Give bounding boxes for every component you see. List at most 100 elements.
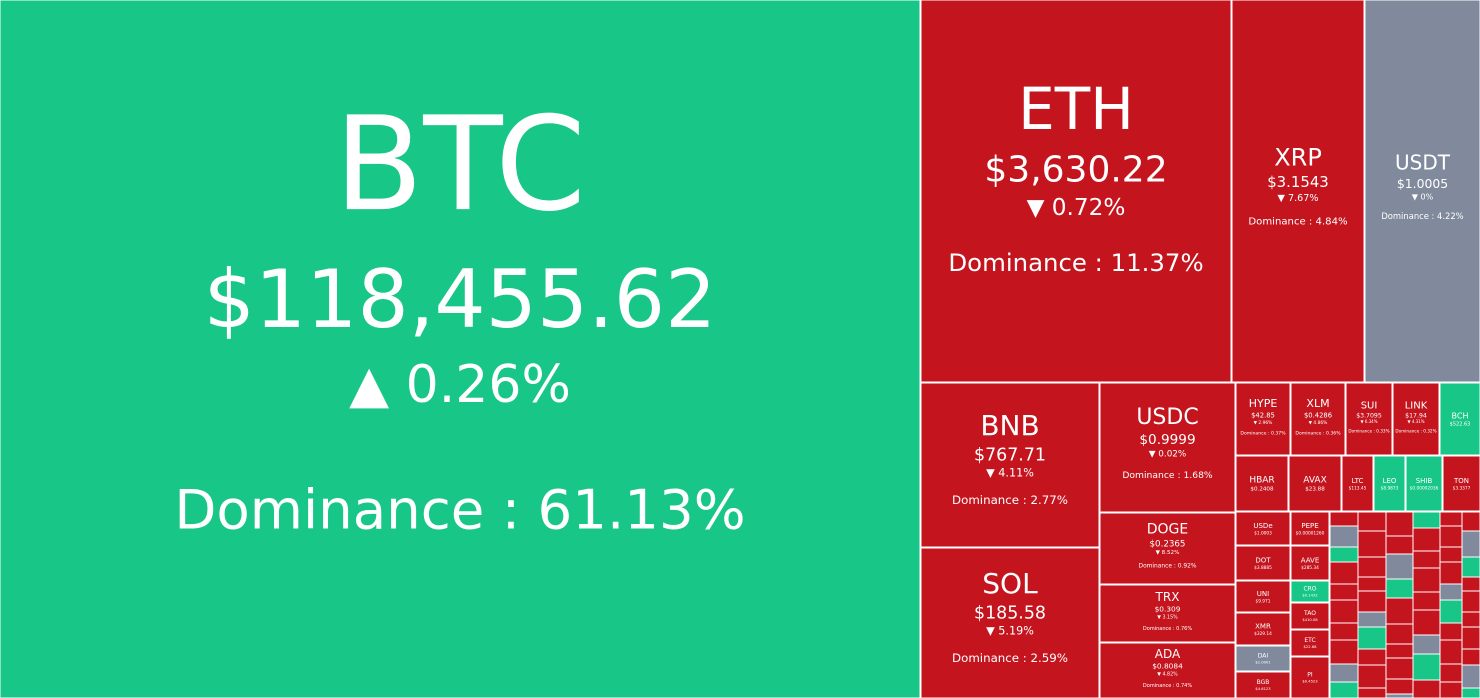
tiny-tile bbox=[1439, 599, 1463, 624]
tile-change: ▼ 0.72% bbox=[1027, 194, 1126, 221]
tiny-tile bbox=[1329, 622, 1359, 641]
tiny-tile bbox=[1412, 527, 1441, 552]
tiny-tile bbox=[1461, 611, 1480, 628]
tile: UNI$9.971 bbox=[1235, 580, 1291, 613]
tile-box[interactable] bbox=[1290, 580, 1330, 603]
tile-box[interactable] bbox=[1290, 629, 1330, 657]
tile-change: ▼ 6.34% bbox=[1360, 419, 1377, 424]
tiny-tile bbox=[1412, 634, 1441, 655]
tile-box[interactable] bbox=[1288, 455, 1342, 512]
tile-box[interactable] bbox=[1290, 656, 1330, 698]
tiny-tile bbox=[1385, 657, 1414, 680]
tile-box[interactable] bbox=[1099, 642, 1236, 698]
tile-box[interactable] bbox=[1235, 671, 1291, 698]
tile-change: ▼ 7.67% bbox=[1278, 193, 1319, 204]
tile-box[interactable] bbox=[1345, 382, 1393, 456]
tile-box[interactable] bbox=[1231, 0, 1365, 383]
tiny-tile bbox=[1385, 693, 1414, 698]
tile: TAO$410.08 bbox=[1290, 602, 1330, 630]
tile-price: $0.4523 bbox=[1302, 679, 1318, 683]
tiny-tile bbox=[1329, 639, 1359, 665]
tile-price: $0.00002036 bbox=[1410, 485, 1439, 491]
tile-box[interactable] bbox=[1099, 512, 1236, 585]
tile-box[interactable] bbox=[1235, 580, 1291, 613]
tile-box[interactable] bbox=[920, 547, 1100, 698]
tile-dominance: Dominance : 4.22% bbox=[1381, 211, 1463, 221]
tile-price: $0.9999 bbox=[1139, 432, 1195, 448]
tile-box[interactable] bbox=[1235, 382, 1291, 456]
tile-symbol: USDT bbox=[1395, 151, 1451, 175]
tile-price: $118,455.62 bbox=[204, 253, 717, 347]
tile-box[interactable] bbox=[1290, 545, 1330, 581]
tiny-tile bbox=[1329, 546, 1359, 563]
tile-symbol: BCH bbox=[1452, 411, 1469, 420]
tile-box[interactable] bbox=[1290, 382, 1346, 456]
tile-dominance: Dominance : 0.36% bbox=[1295, 430, 1341, 436]
tiny-tile bbox=[1412, 653, 1441, 681]
tile: USDT$1.0005 ▼ 0% Dominance : 4.22% bbox=[1364, 0, 1480, 383]
tile-box[interactable] bbox=[1392, 382, 1440, 456]
tile-box[interactable] bbox=[1405, 455, 1443, 512]
tiny-tile bbox=[1439, 681, 1463, 698]
tile-box[interactable] bbox=[1290, 511, 1330, 546]
tile-price: $3.7095 bbox=[1356, 413, 1382, 420]
tiny-tile bbox=[1412, 550, 1441, 569]
tile-box[interactable] bbox=[920, 382, 1100, 548]
tile-price: $0.309 bbox=[1155, 604, 1181, 613]
tile-price: $9.971 bbox=[1255, 598, 1270, 604]
tile-box[interactable] bbox=[0, 0, 921, 698]
tiny-tile bbox=[1439, 639, 1463, 665]
tile: TON$3.3377 bbox=[1442, 455, 1480, 512]
tile-dominance: Dominance : 0.37% bbox=[1240, 430, 1286, 436]
tile-box[interactable] bbox=[1235, 545, 1291, 581]
tile: HBAR$0.2408 bbox=[1235, 455, 1289, 512]
tile-symbol: AAVE bbox=[1301, 556, 1320, 564]
tile-price: $3.8885 bbox=[1254, 565, 1272, 571]
tile-box[interactable] bbox=[1341, 455, 1374, 512]
tile-symbol: XMR bbox=[1255, 622, 1271, 630]
tile: SUI$3.7095▼ 6.34% Dominance : 0.33% bbox=[1345, 382, 1393, 456]
tile-symbol: USDe bbox=[1253, 522, 1272, 530]
tile-box[interactable] bbox=[1364, 0, 1480, 383]
tile-symbol: LEO bbox=[1383, 477, 1397, 485]
tile-dominance: Dominance : 0.92% bbox=[1139, 564, 1197, 570]
tile-box[interactable] bbox=[1235, 612, 1291, 646]
tile-price: $1.0005 bbox=[1397, 176, 1448, 191]
tile-symbol: TON bbox=[1453, 477, 1469, 485]
tiny-tile bbox=[1385, 597, 1414, 625]
tile-symbol: TAO bbox=[1303, 610, 1316, 617]
tile-symbol: XRP bbox=[1274, 144, 1322, 172]
tile-box[interactable] bbox=[1235, 455, 1289, 512]
tile-symbol: BTC bbox=[334, 88, 586, 240]
tiny-tile bbox=[1329, 525, 1359, 548]
tile-box[interactable] bbox=[1290, 602, 1330, 630]
tiny-tile bbox=[1329, 599, 1359, 624]
tile-box[interactable] bbox=[1099, 382, 1236, 513]
tiny-tile bbox=[1439, 583, 1463, 601]
tile: XRP$3.1543 ▼ 7.67% Dominance : 4.84% bbox=[1231, 0, 1365, 383]
tile-price: $0.8084 bbox=[1152, 661, 1183, 670]
tile-box[interactable] bbox=[1373, 455, 1406, 512]
tile-symbol: LTC bbox=[1352, 477, 1364, 485]
tiny-tile bbox=[1357, 590, 1387, 613]
tile: PEPE$0.00001260 bbox=[1290, 511, 1330, 546]
tile-change: ▼ 2.96% bbox=[1254, 420, 1273, 426]
tile: CRO$0.1432 bbox=[1290, 580, 1330, 603]
tile-dominance: Dominance : 0.74% bbox=[1143, 683, 1192, 689]
tiny-tile bbox=[1412, 567, 1441, 593]
tile-box[interactable] bbox=[920, 0, 1232, 383]
tile: USDe$1.0003 bbox=[1235, 511, 1291, 546]
small-tiles bbox=[1329, 511, 1480, 698]
tile-box[interactable] bbox=[1099, 584, 1236, 643]
tile-price: $0.2408 bbox=[1250, 487, 1274, 493]
tile-price: $285.34 bbox=[1301, 565, 1319, 571]
tile-box[interactable] bbox=[1235, 511, 1291, 546]
tile-box[interactable] bbox=[1442, 455, 1480, 512]
tiny-tile bbox=[1385, 535, 1414, 555]
tile-box[interactable] bbox=[1439, 382, 1480, 456]
tile-symbol: ETC bbox=[1304, 637, 1315, 644]
tile: ETH $3,630.22 ▼ 0.72% Dominance : 11.37% bbox=[920, 0, 1232, 383]
tiny-tile bbox=[1412, 591, 1441, 611]
tile-box[interactable] bbox=[1235, 645, 1291, 672]
